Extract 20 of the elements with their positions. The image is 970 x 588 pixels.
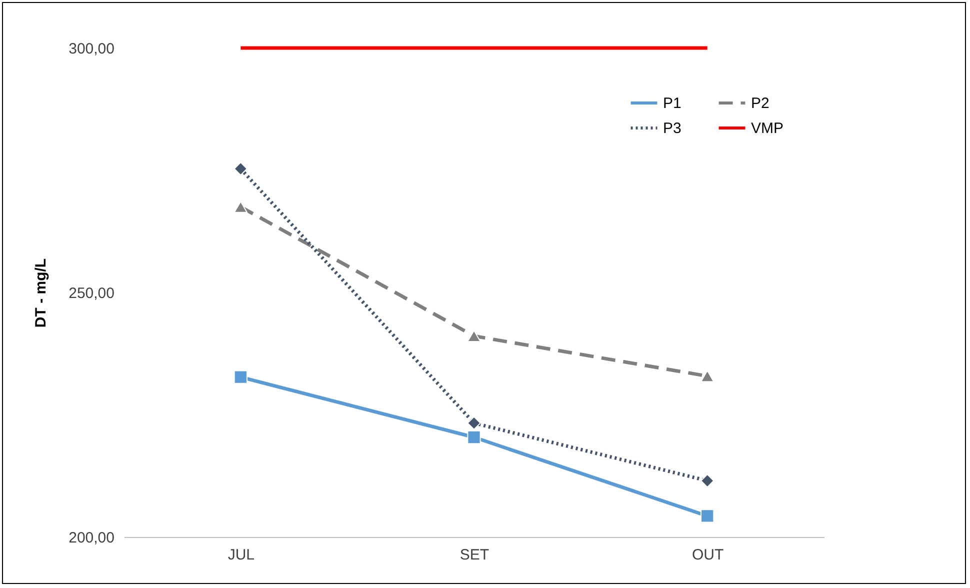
point (234, 162, 248, 176)
y-tick-label: 200,00 (68, 530, 114, 546)
x-tick-label: OUT (692, 546, 724, 564)
point (700, 370, 714, 382)
point (467, 416, 481, 430)
point (700, 509, 714, 523)
point (234, 370, 248, 384)
x-tick-label: JUL (228, 546, 255, 564)
point (234, 200, 248, 213)
legend-label: P3 (663, 120, 682, 137)
point (467, 330, 481, 342)
y-axis-title: DT - mg/L (32, 258, 50, 328)
x-tick-label: SET (460, 546, 490, 564)
point (467, 430, 481, 444)
legend-label: P2 (751, 95, 770, 112)
y-tick-label: 300,00 (68, 40, 114, 58)
y-tick-label: 250,00 (68, 285, 114, 302)
legend-label: VMP (751, 120, 784, 137)
legend-label: P1 (663, 95, 682, 112)
point (700, 474, 714, 488)
